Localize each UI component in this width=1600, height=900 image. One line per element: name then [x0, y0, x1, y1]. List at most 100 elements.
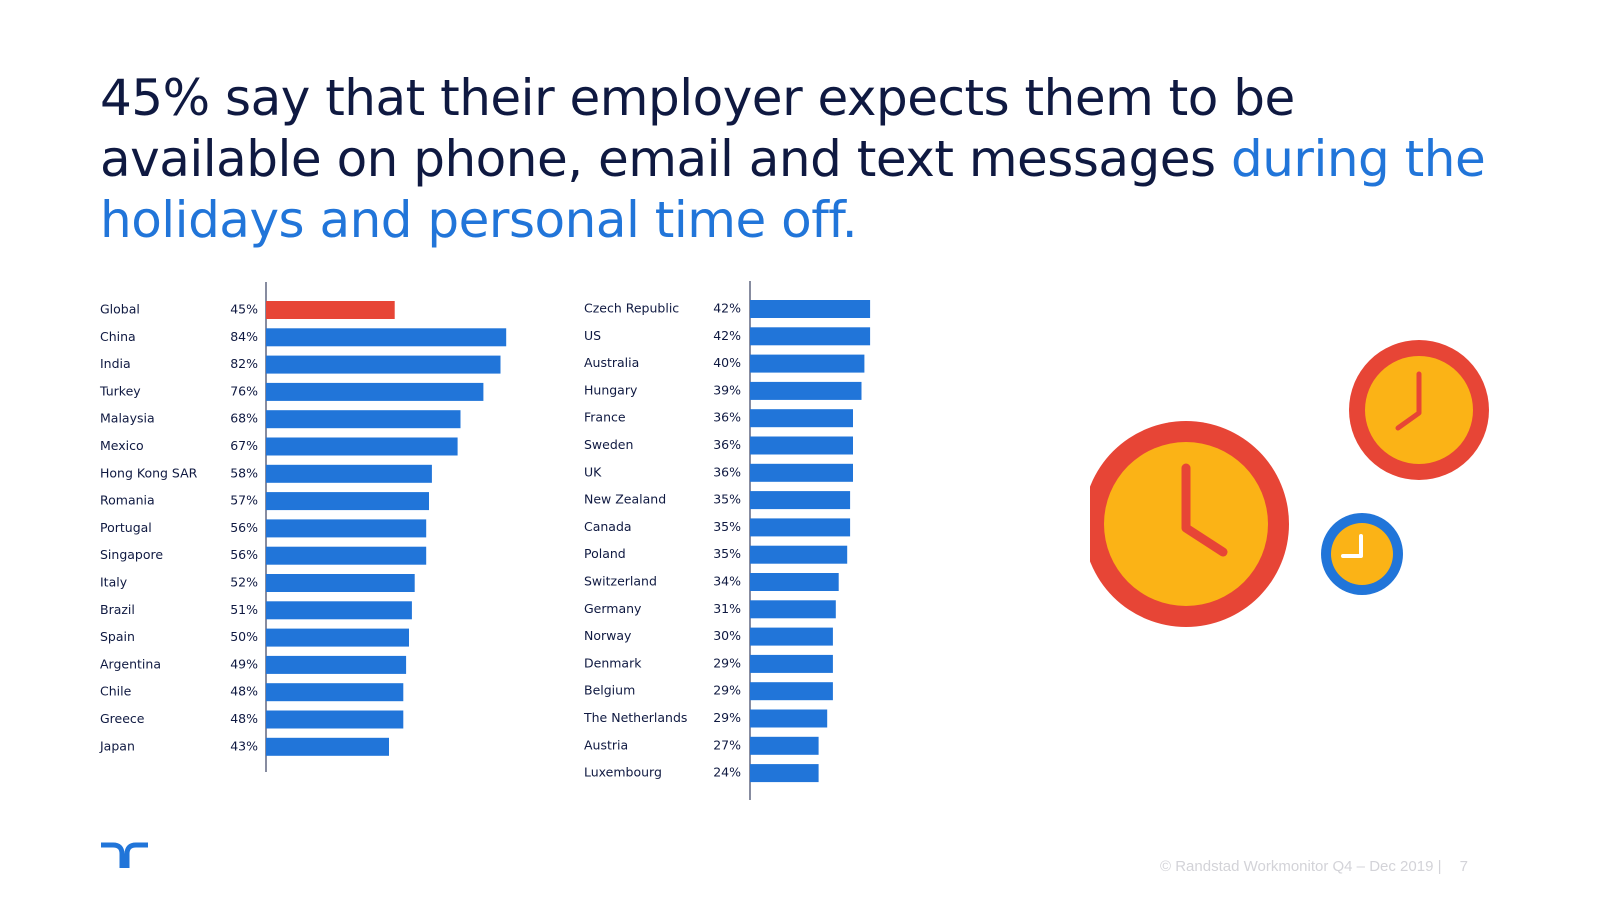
- category-label: Australia: [584, 355, 639, 370]
- bar-canada: [750, 518, 851, 537]
- category-label: Turkey: [99, 383, 141, 398]
- value-label: 42%: [713, 301, 741, 316]
- value-label: 84%: [230, 329, 258, 344]
- category-label: Sweden: [584, 437, 633, 452]
- bar-norway: [750, 627, 833, 646]
- footer-separator: |: [1437, 858, 1442, 875]
- value-label: 27%: [713, 737, 741, 752]
- value-label: 48%: [230, 711, 258, 726]
- clock-icon-large: [1090, 421, 1289, 627]
- bar-sweden: [750, 436, 853, 455]
- value-label: 35%: [713, 519, 741, 534]
- category-label: Portugal: [100, 520, 152, 535]
- value-label: 48%: [230, 684, 258, 699]
- value-label: 36%: [713, 464, 741, 479]
- value-label: 52%: [230, 575, 258, 590]
- bar-new-zealand: [750, 491, 851, 510]
- footer-page-number: 7: [1459, 858, 1468, 875]
- value-label: 42%: [713, 328, 741, 343]
- bar-belgium: [750, 682, 833, 701]
- bar-india: [266, 355, 501, 374]
- bar-romania: [266, 492, 429, 511]
- category-label: New Zealand: [584, 492, 666, 507]
- value-label: 30%: [713, 628, 741, 643]
- bar-poland: [750, 545, 848, 564]
- value-label: 36%: [713, 410, 741, 425]
- bar-hong-kong-sar: [266, 464, 432, 483]
- category-label: US: [584, 328, 601, 343]
- value-label: 36%: [713, 437, 741, 452]
- category-label: Malaysia: [100, 411, 155, 426]
- bar-portugal: [266, 519, 427, 538]
- value-label: 56%: [230, 547, 258, 562]
- bar-singapore: [266, 546, 427, 565]
- category-label: Austria: [584, 737, 628, 752]
- category-label: Hungary: [584, 382, 638, 397]
- bar-hungary: [750, 381, 862, 400]
- bar-us: [750, 327, 871, 346]
- bar-germany: [750, 600, 836, 619]
- clock-icon-small: [1321, 513, 1403, 595]
- category-label: Czech Republic: [584, 301, 679, 316]
- footer-copyright: © Randstad Workmonitor Q4 – Dec 2019: [1160, 858, 1434, 875]
- value-label: 29%: [713, 655, 741, 670]
- bar-japan: [266, 737, 389, 756]
- bar-austria: [750, 736, 819, 755]
- page-title: 45% say that their employer expects them…: [100, 68, 1500, 251]
- category-label: Global: [100, 302, 140, 317]
- category-label: Norway: [584, 628, 632, 643]
- bar-uk: [750, 463, 853, 482]
- category-label: Mexico: [100, 438, 144, 453]
- value-label: 45%: [230, 302, 258, 317]
- value-label: 56%: [230, 520, 258, 535]
- bar-the-netherlands: [750, 709, 828, 728]
- bar-chart-left: Global 45% China 84% India 82% Turkey 76% Malays…: [99, 282, 507, 772]
- footer: © Randstad Workmonitor Q4 – Dec 2019 | 7: [1160, 858, 1468, 875]
- clock-icon-medium: [1349, 340, 1489, 480]
- category-label: China: [100, 329, 136, 344]
- bar-argentina: [266, 655, 407, 674]
- bar-turkey: [266, 382, 484, 401]
- category-label: Japan: [99, 738, 135, 753]
- category-label: UK: [584, 464, 602, 479]
- bar-switzerland: [750, 573, 839, 591]
- category-label: Argentina: [100, 656, 161, 671]
- category-label: Switzerland: [584, 574, 657, 589]
- category-label: Chile: [100, 684, 132, 699]
- value-label: 35%: [713, 492, 741, 507]
- bar-mexico: [266, 437, 458, 456]
- headline-main: 45% say that their employer expects them…: [100, 69, 1295, 188]
- bar-chart-right: Czech Republic 42% US 42% Australia 40% Hungar…: [583, 281, 871, 800]
- bar-greece: [266, 710, 404, 729]
- category-label: Singapore: [100, 547, 163, 562]
- bar-malaysia: [266, 410, 461, 429]
- headline-accent: during the holidays and personal time of…: [100, 130, 1486, 249]
- category-label: Romania: [100, 493, 155, 508]
- category-label: Luxembourg: [584, 765, 662, 780]
- category-label: Germany: [584, 601, 642, 616]
- value-label: 57%: [230, 493, 258, 508]
- value-label: 31%: [713, 601, 741, 616]
- value-label: 43%: [230, 738, 258, 753]
- bar-brazil: [266, 601, 412, 620]
- category-label: Hong Kong SAR: [100, 465, 198, 480]
- randstad-logo-icon: [101, 842, 148, 868]
- clock-illustration: [1090, 340, 1489, 627]
- value-label: 50%: [230, 629, 258, 644]
- category-label: Canada: [584, 519, 632, 534]
- category-label: The Netherlands: [583, 710, 687, 725]
- bar-italy: [266, 574, 415, 592]
- category-label: Brazil: [100, 602, 135, 617]
- bar-chile: [266, 683, 404, 702]
- category-label: Italy: [100, 575, 128, 590]
- category-label: France: [584, 410, 626, 425]
- value-label: 67%: [230, 438, 258, 453]
- value-label: 82%: [230, 356, 258, 371]
- bar-china: [266, 328, 507, 347]
- bar-spain: [266, 628, 409, 647]
- category-label: Belgium: [584, 683, 635, 698]
- value-label: 35%: [713, 546, 741, 561]
- bar-czech-republic: [750, 300, 871, 318]
- value-label: 49%: [230, 656, 258, 671]
- value-label: 29%: [713, 683, 741, 698]
